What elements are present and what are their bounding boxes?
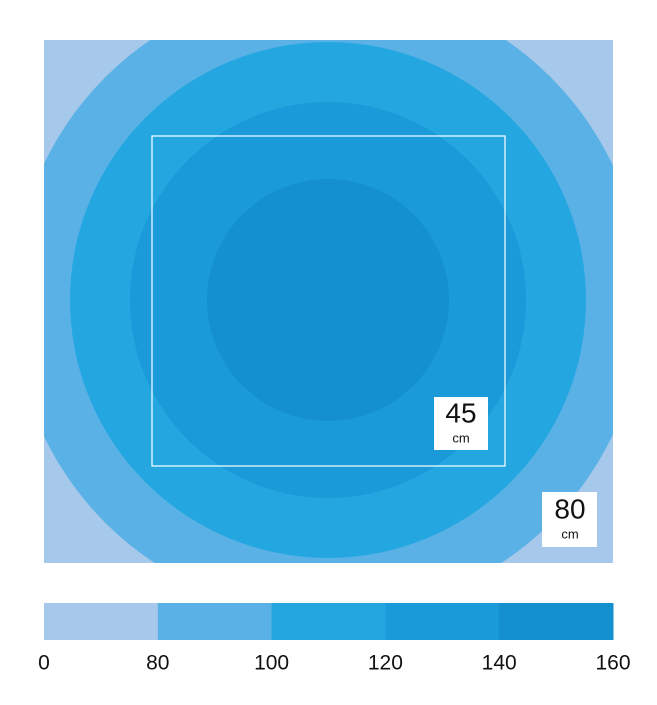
label-value: 45 bbox=[445, 397, 476, 428]
legend-segment bbox=[499, 603, 614, 640]
inner-area-outline bbox=[151, 135, 506, 467]
label-value: 80 bbox=[554, 493, 585, 524]
legend-tick-label: 100 bbox=[254, 652, 289, 675]
legend-tick-label: 120 bbox=[368, 652, 403, 675]
legend-bar: 0 80 100 120 140 160 bbox=[38, 603, 631, 675]
zone-ring bbox=[207, 179, 449, 421]
label-box bbox=[542, 492, 597, 547]
legend-segment bbox=[44, 603, 159, 640]
legend-segment bbox=[271, 603, 386, 640]
legend-tick-label: 160 bbox=[595, 652, 630, 675]
legend-segment bbox=[157, 603, 273, 640]
legend-segment bbox=[385, 603, 500, 640]
label-unit: cm bbox=[452, 430, 469, 445]
label-80: 80 cm bbox=[542, 492, 597, 547]
label-unit: cm bbox=[561, 526, 578, 541]
legend-tick-label: 80 bbox=[146, 652, 169, 675]
legend-tick-label: 0 bbox=[38, 652, 50, 675]
label-45: 45 cm bbox=[434, 397, 488, 450]
legend-tick-label: 140 bbox=[482, 652, 517, 675]
label-box bbox=[434, 397, 488, 450]
